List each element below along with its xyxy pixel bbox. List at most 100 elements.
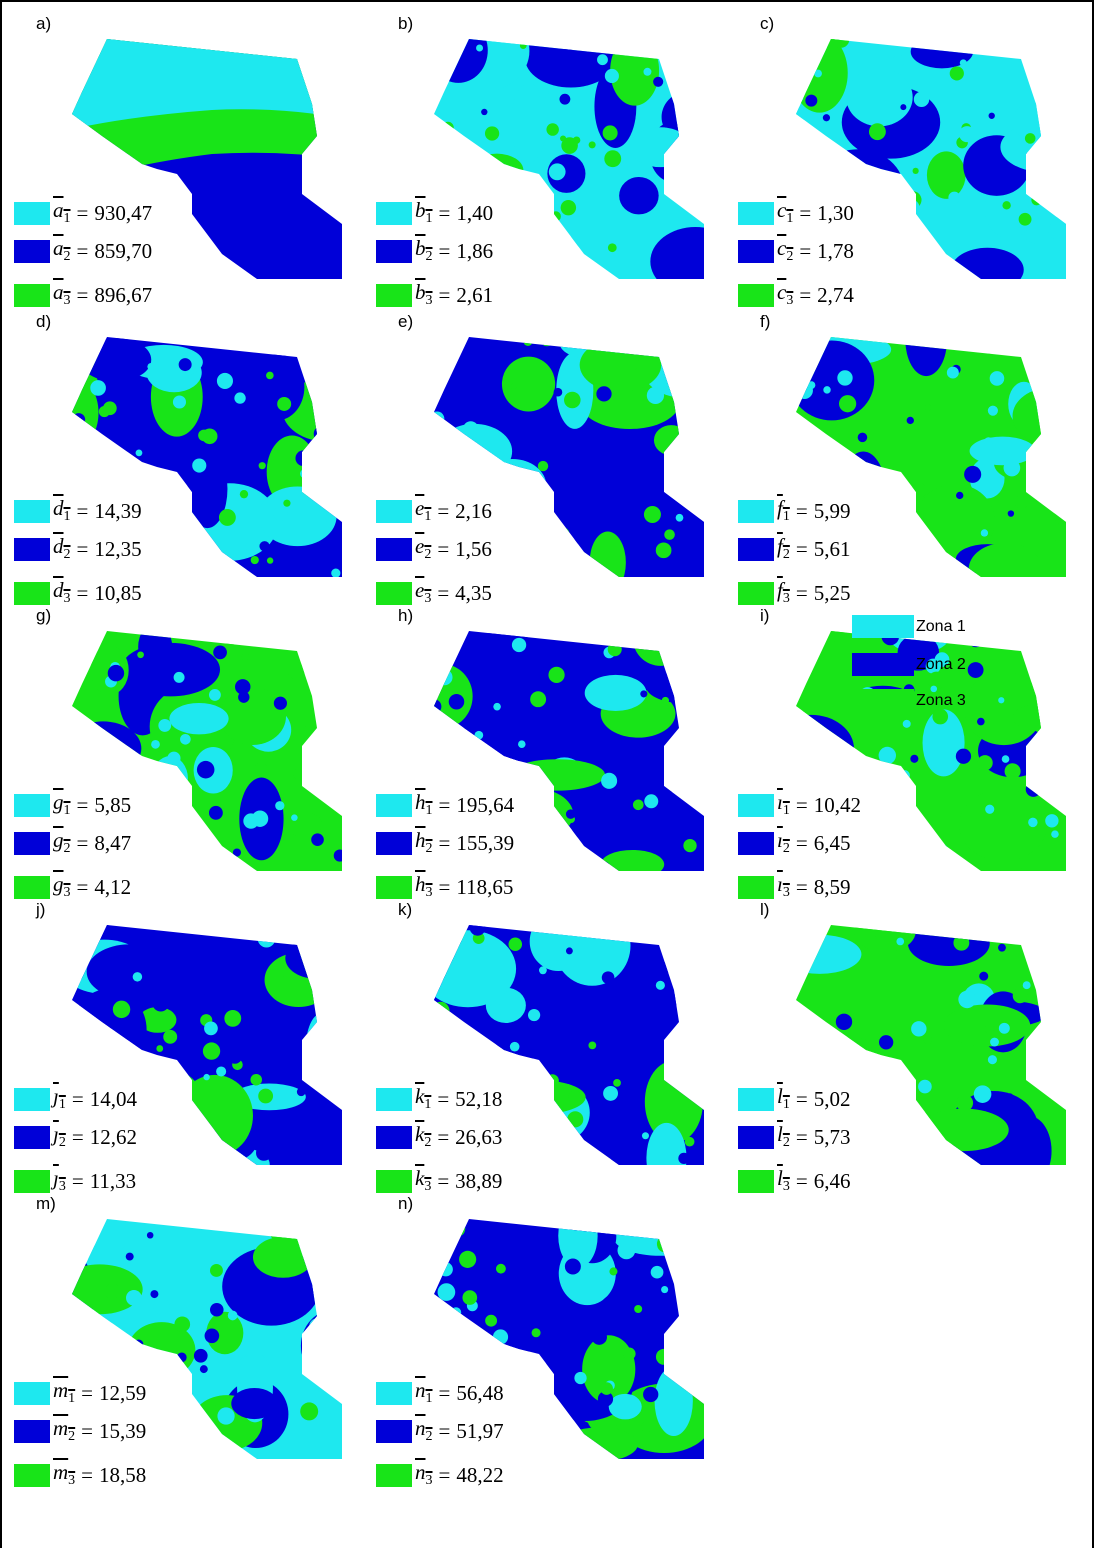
zone-spot — [578, 39, 589, 50]
symbol-letter: e — [415, 534, 425, 559]
zone-spot — [622, 187, 633, 198]
symbol-index: 2 — [786, 249, 794, 265]
value: 12,59 — [99, 1380, 147, 1405]
zone-area — [854, 925, 916, 952]
zone-spot — [977, 755, 993, 771]
zone-spot — [796, 338, 806, 350]
swatch — [376, 1381, 412, 1405]
zone-spot — [331, 568, 341, 577]
zone-area — [635, 755, 704, 781]
legend-entry: ȷ1 = 14,04 — [14, 1084, 137, 1113]
zone-spot — [296, 1087, 306, 1097]
swatch — [14, 499, 50, 523]
zone-spot — [809, 775, 819, 786]
zone-area — [608, 1393, 642, 1420]
zone-spot — [1048, 222, 1066, 240]
panel: c) c1 = 1,30 c2 = 1,78 c3 = 2,74 — [736, 14, 1092, 310]
zone-spot — [163, 1029, 178, 1044]
zone-spot — [132, 972, 143, 982]
zone-area — [72, 721, 142, 776]
legend-entry: ı3 = 8,59 — [738, 872, 850, 901]
symbol-letter: ȷ — [53, 1122, 59, 1147]
zone-spot — [434, 670, 445, 683]
zone-spot — [434, 411, 445, 426]
zone-spot — [887, 561, 899, 573]
zone-spot — [973, 1085, 992, 1103]
zone-spot — [935, 261, 943, 269]
equals: = — [438, 1380, 451, 1405]
equals: = — [438, 830, 451, 855]
swatch — [738, 239, 774, 263]
symbol: ı2 — [777, 828, 790, 857]
zone-spot — [226, 1156, 235, 1165]
symbol-letter: m — [53, 1416, 69, 1441]
zone-spot — [1058, 631, 1066, 638]
swatch — [376, 793, 412, 817]
symbol-letter: f — [777, 496, 783, 521]
symbol-letter: g — [53, 872, 64, 897]
zone-area — [653, 425, 689, 456]
zone-area — [796, 340, 875, 421]
zone-spot — [796, 150, 802, 162]
zone-spot — [539, 966, 547, 975]
map — [72, 925, 342, 1165]
zone-spot — [924, 404, 932, 411]
zone-area — [646, 670, 704, 704]
zone-spot — [967, 662, 984, 678]
panel: f) f1 = 5,99 f2 = 5,61 f3 = 5,25 — [736, 312, 1092, 608]
zone-spot — [311, 833, 324, 847]
symbol-index: 3 — [782, 1179, 790, 1195]
zone-spot — [300, 468, 310, 479]
equals: = — [81, 1380, 94, 1405]
legend-entry: b2 = 1,86 — [376, 236, 493, 265]
panel: n) n1 = 56,48 n2 = 51,97 n3 = 48,22 — [374, 1194, 736, 1490]
legend-entry: l2 = 5,73 — [738, 1122, 850, 1151]
zone-spot — [989, 371, 1005, 386]
panel: h) h1 = 195,64 h2 = 155,39 h3 = 118,65 — [374, 606, 736, 902]
zone-spot — [796, 106, 808, 121]
zone-spot — [639, 1369, 647, 1377]
swatch — [14, 1381, 50, 1405]
legend-entry: c2 = 1,78 — [738, 236, 854, 265]
zone-spot — [896, 1076, 912, 1092]
zone-spot — [297, 1281, 316, 1300]
zone-spot — [1054, 539, 1061, 546]
zone-spot — [239, 490, 249, 499]
legend-entry: g2 = 8,47 — [14, 828, 131, 857]
symbol-index: 2 — [782, 841, 790, 857]
zone-spot — [467, 470, 480, 483]
symbol-index: 1 — [782, 509, 790, 525]
zone-spot — [438, 1314, 445, 1322]
zone-area — [1012, 102, 1060, 141]
zone-spot — [562, 46, 573, 57]
value: 10,85 — [94, 580, 142, 605]
zone-spot — [930, 685, 938, 693]
symbol-letter: k — [415, 1084, 425, 1109]
zone-spot — [518, 740, 526, 748]
value: 51,97 — [456, 1418, 504, 1443]
zone-area — [252, 1236, 314, 1278]
zone-spot — [183, 553, 192, 562]
zone-spot — [925, 658, 941, 674]
zone-spot — [985, 804, 995, 814]
zone-spot — [283, 1227, 290, 1235]
symbol: d1 — [53, 496, 71, 525]
zone-spot — [923, 1035, 933, 1045]
zone-spot — [257, 1334, 266, 1343]
zone-spot — [878, 1035, 894, 1050]
zone-spot — [564, 391, 581, 409]
legend-entry: e3 = 4,35 — [376, 578, 492, 607]
symbol: m1 — [53, 1378, 75, 1407]
zone-spot — [656, 1235, 675, 1253]
map — [434, 631, 704, 871]
zone-spot — [487, 450, 506, 469]
panel: b) b1 = 1,40 b2 = 1,86 b3 = 2,61 — [374, 14, 736, 310]
zone-spot — [557, 979, 574, 996]
symbol: a2 — [53, 236, 71, 265]
zone-spot — [816, 140, 832, 156]
symbol-letter: a — [53, 236, 64, 261]
zone-spot — [1015, 864, 1022, 871]
zone-spot — [248, 337, 257, 342]
zone-spot — [147, 362, 155, 371]
